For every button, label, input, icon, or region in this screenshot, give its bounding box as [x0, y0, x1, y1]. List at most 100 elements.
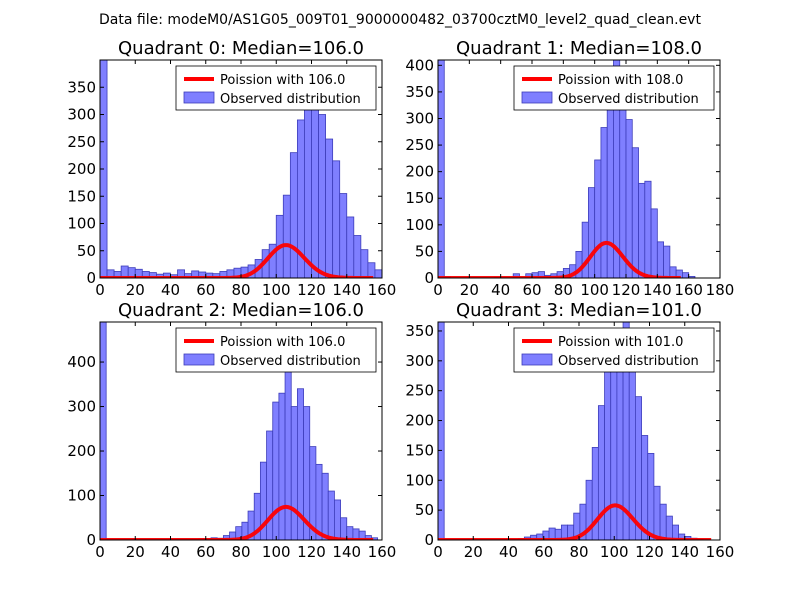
- x-tick-label: 120: [297, 281, 326, 299]
- histogram-bar: [339, 193, 348, 278]
- histogram-bar: [360, 249, 369, 278]
- histogram-bar: [644, 180, 652, 278]
- x-tick-label: 120: [297, 543, 326, 561]
- x-tick-label: 140: [670, 543, 699, 561]
- legend: Poission with 106.0 Observed distribution: [175, 65, 377, 111]
- poisson-curve: [438, 503, 712, 540]
- panel-title: Quadrant 3: Median=101.0: [456, 300, 702, 321]
- y-tick-label: 300: [405, 352, 434, 370]
- legend-label-poisson: Poission with 106.0: [220, 335, 345, 350]
- panel-quadrant-1: Quadrant 1: Median=108.00 20 40 60 80 100 120 1…: [405, 38, 734, 299]
- y-tick-label: 0: [424, 269, 434, 287]
- subplot-grid: Quadrant 0: Median=106.00 20 40 60 80 100 120 1…: [67, 38, 734, 561]
- y-tick-label: 400: [405, 56, 434, 74]
- y-tick-label: 200: [405, 412, 434, 430]
- x-tick-label: 40: [499, 543, 518, 561]
- histogram-bar: [332, 160, 341, 278]
- y-tick-label: 300: [67, 398, 96, 416]
- x-tick-label: 80: [554, 281, 573, 299]
- x-tick-label: 100: [580, 281, 609, 299]
- histogram-bar: [325, 138, 334, 278]
- x-tick-label: 60: [522, 281, 541, 299]
- y-tick-label: 0: [424, 531, 434, 549]
- histogram-bar: [625, 119, 633, 278]
- x-tick-label: 180: [706, 281, 735, 299]
- y-tick-label: 0: [86, 269, 96, 287]
- histogram-bar: [318, 114, 326, 278]
- y-tick-label: 50: [77, 242, 96, 260]
- y-tick-label: 350: [405, 322, 434, 340]
- histogram-bar: [438, 322, 445, 540]
- x-tick-label: 100: [600, 543, 629, 561]
- legend-bar-swatch: [183, 91, 215, 104]
- legend: Poission with 106.0 Observed distribution: [175, 327, 377, 373]
- y-tick-label: 400: [67, 353, 96, 371]
- y-tick-label: 150: [405, 189, 434, 207]
- histogram-bar: [381, 273, 382, 278]
- x-tick-label: 160: [674, 281, 703, 299]
- x-tick-label: 20: [126, 543, 145, 561]
- axes-frame: [437, 59, 721, 279]
- y-tick-label: 200: [405, 163, 434, 181]
- x-tick-label: 160: [368, 543, 397, 561]
- histogram-bar: [581, 221, 589, 278]
- y-tick-label: 200: [67, 442, 96, 460]
- panel-title: Quadrant 2: Median=106.0: [118, 300, 364, 321]
- histogram-bar: [650, 208, 658, 278]
- legend-label-poisson: Poission with 108.0: [558, 73, 683, 88]
- x-tick-label: 40: [161, 281, 180, 299]
- histogram-bar: [665, 515, 673, 540]
- y-tick-label: 250: [405, 382, 434, 400]
- x-tick-label: 120: [635, 543, 664, 561]
- histogram-bar: [588, 187, 596, 278]
- x-tick-label: 140: [643, 281, 672, 299]
- figure-title: Data file: modeM0/AS1G05_009T01_90000004…: [99, 12, 701, 28]
- y-tick-label: 100: [67, 487, 96, 505]
- histogram-bar: [282, 194, 291, 278]
- histogram-bars: [438, 60, 696, 278]
- histogram-bar: [653, 485, 661, 540]
- x-tick-label: 140: [332, 281, 361, 299]
- histogram-bar: [594, 159, 602, 278]
- histogram-bar: [600, 127, 608, 278]
- histogram-bar: [346, 216, 355, 278]
- legend-bar-swatch: [521, 353, 553, 366]
- histogram-bar: [278, 392, 286, 540]
- x-tick-label: 40: [161, 543, 180, 561]
- legend-label-observed: Observed distribution: [220, 354, 361, 369]
- histogram-bar: [631, 147, 639, 278]
- histogram-bars: [100, 60, 382, 278]
- histogram-bar: [353, 235, 362, 278]
- x-tick-label: 20: [464, 543, 483, 561]
- legend-label-poisson: Poission with 101.0: [558, 335, 683, 350]
- y-tick-label: 150: [67, 187, 96, 205]
- histogram-bar: [641, 435, 649, 540]
- x-tick-label: 60: [196, 281, 215, 299]
- x-tick-label: 140: [332, 543, 361, 561]
- histogram-bar: [619, 86, 627, 278]
- x-tick-label: 120: [612, 281, 641, 299]
- histogram-bar: [635, 396, 642, 540]
- histogram-bar: [304, 92, 312, 278]
- histogram-bar: [340, 517, 348, 540]
- x-tick-label: 20: [126, 281, 145, 299]
- histogram-bar: [616, 348, 624, 540]
- y-tick-label: 250: [67, 133, 96, 151]
- x-tick-label: 60: [534, 543, 553, 561]
- x-tick-label: 40: [491, 281, 510, 299]
- panel-quadrant-0: Quadrant 0: Median=106.0 0 20 40 60 80 100 120 1…: [67, 38, 396, 299]
- y-tick-label: 50: [415, 501, 434, 519]
- legend-label-observed: Observed distribution: [220, 92, 361, 107]
- y-tick-label: 200: [67, 160, 96, 178]
- y-tick-label: 250: [405, 136, 434, 154]
- y-tick-label: 50: [415, 242, 434, 260]
- poisson-curve: [100, 243, 374, 278]
- histogram-bar: [659, 503, 667, 540]
- panel-quadrant-3: Quadrant 3: Median=101.0 0 20 40 60 80 100 120 1…: [405, 300, 734, 561]
- x-tick-label: 80: [569, 543, 588, 561]
- legend-label-observed: Observed distribution: [558, 354, 699, 369]
- panel-title: Quadrant 0: Median=106.0: [118, 38, 364, 59]
- legend-bar-swatch: [183, 353, 215, 366]
- legend-label-observed: Observed distribution: [558, 92, 699, 107]
